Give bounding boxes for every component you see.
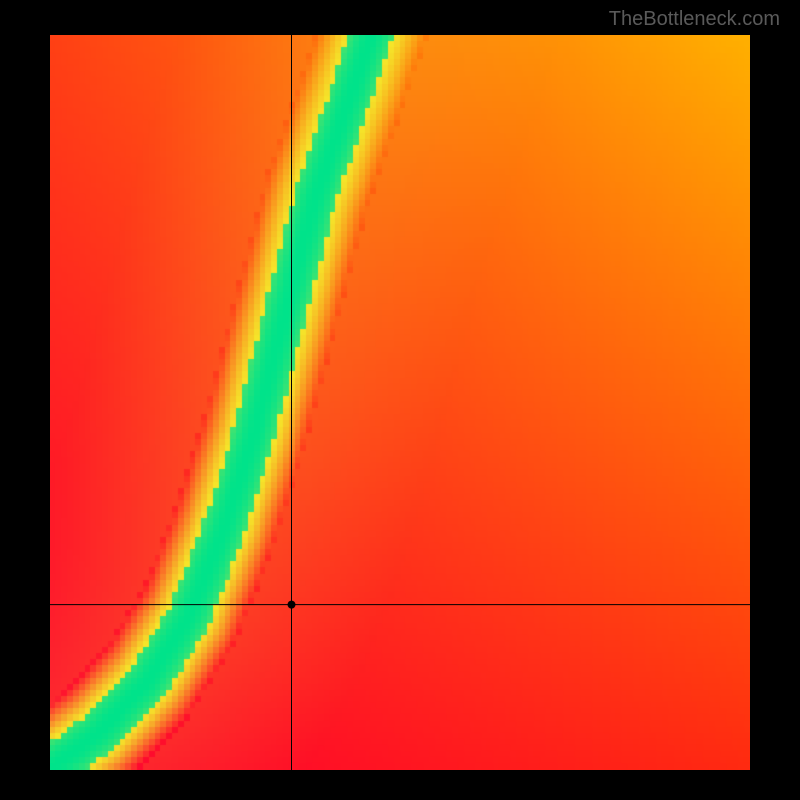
heatmap-canvas xyxy=(50,35,750,770)
chart-container: TheBottleneck.com xyxy=(0,0,800,800)
watermark-text: TheBottleneck.com xyxy=(609,8,780,31)
